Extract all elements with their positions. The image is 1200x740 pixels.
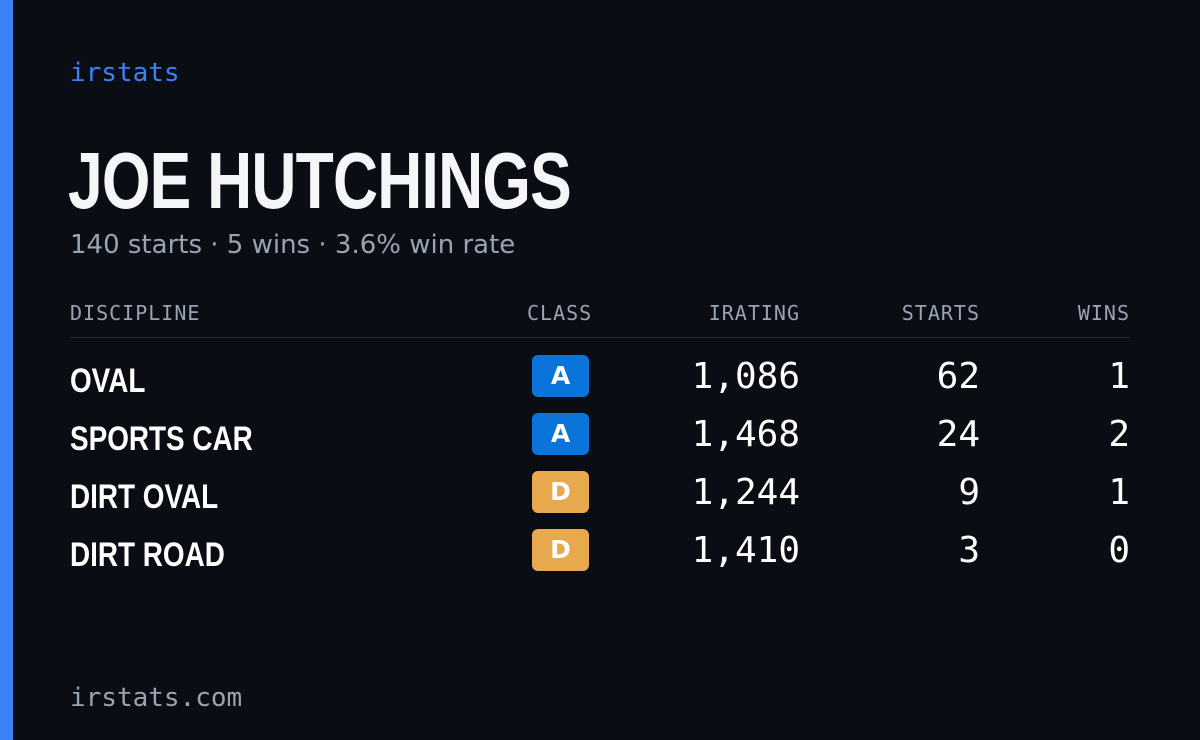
brand-logo-text: irstats — [70, 58, 180, 88]
wins-cell: 1 — [1108, 356, 1130, 397]
class-badge: D — [532, 471, 589, 513]
starts-cell: 9 — [958, 472, 980, 513]
header-starts: STARTS — [901, 301, 980, 325]
accent-bar — [0, 0, 13, 740]
header-irating: IRATING — [708, 301, 800, 325]
table-row: OVAL A 1,086 62 1 — [70, 353, 1130, 411]
footer-url: irstats.com — [70, 683, 243, 713]
header-wins: WINS — [1077, 301, 1130, 325]
header-class: CLASS — [527, 301, 593, 325]
header-discipline: DISCIPLINE — [70, 301, 201, 325]
class-badge: A — [532, 413, 589, 455]
wins-cell: 0 — [1108, 530, 1130, 571]
irating-cell: 1,244 — [691, 472, 800, 513]
wins-cell: 1 — [1108, 472, 1130, 513]
wins-cell: 2 — [1108, 414, 1130, 455]
starts-cell: 3 — [958, 530, 980, 571]
irating-cell: 1,468 — [691, 414, 800, 455]
irating-cell: 1,410 — [691, 530, 800, 571]
table-row: SPORTS CAR A 1,468 24 2 — [70, 411, 1130, 469]
class-badge: A — [532, 355, 589, 397]
table-row: DIRT ROAD D 1,410 3 0 — [70, 527, 1130, 585]
discipline-cell: OVAL — [70, 362, 146, 400]
stats-table: DISCIPLINE CLASS IRATING STARTS WINS OVA… — [70, 296, 1130, 585]
table-header: DISCIPLINE CLASS IRATING STARTS WINS — [70, 296, 1130, 338]
irating-cell: 1,086 — [691, 356, 800, 397]
discipline-cell: DIRT ROAD — [70, 536, 225, 574]
player-name: JOE HUTCHINGS — [68, 136, 572, 225]
table-body: OVAL A 1,086 62 1 SPORTS CAR A 1,468 24 … — [70, 353, 1130, 585]
starts-cell: 62 — [936, 356, 980, 397]
class-badge: D — [532, 529, 589, 571]
player-summary: 140 starts · 5 wins · 3.6% win rate — [70, 230, 516, 260]
table-row: DIRT OVAL D 1,244 9 1 — [70, 469, 1130, 527]
discipline-cell: DIRT OVAL — [70, 478, 219, 516]
starts-cell: 24 — [936, 414, 980, 455]
discipline-cell: SPORTS CAR — [70, 420, 253, 458]
